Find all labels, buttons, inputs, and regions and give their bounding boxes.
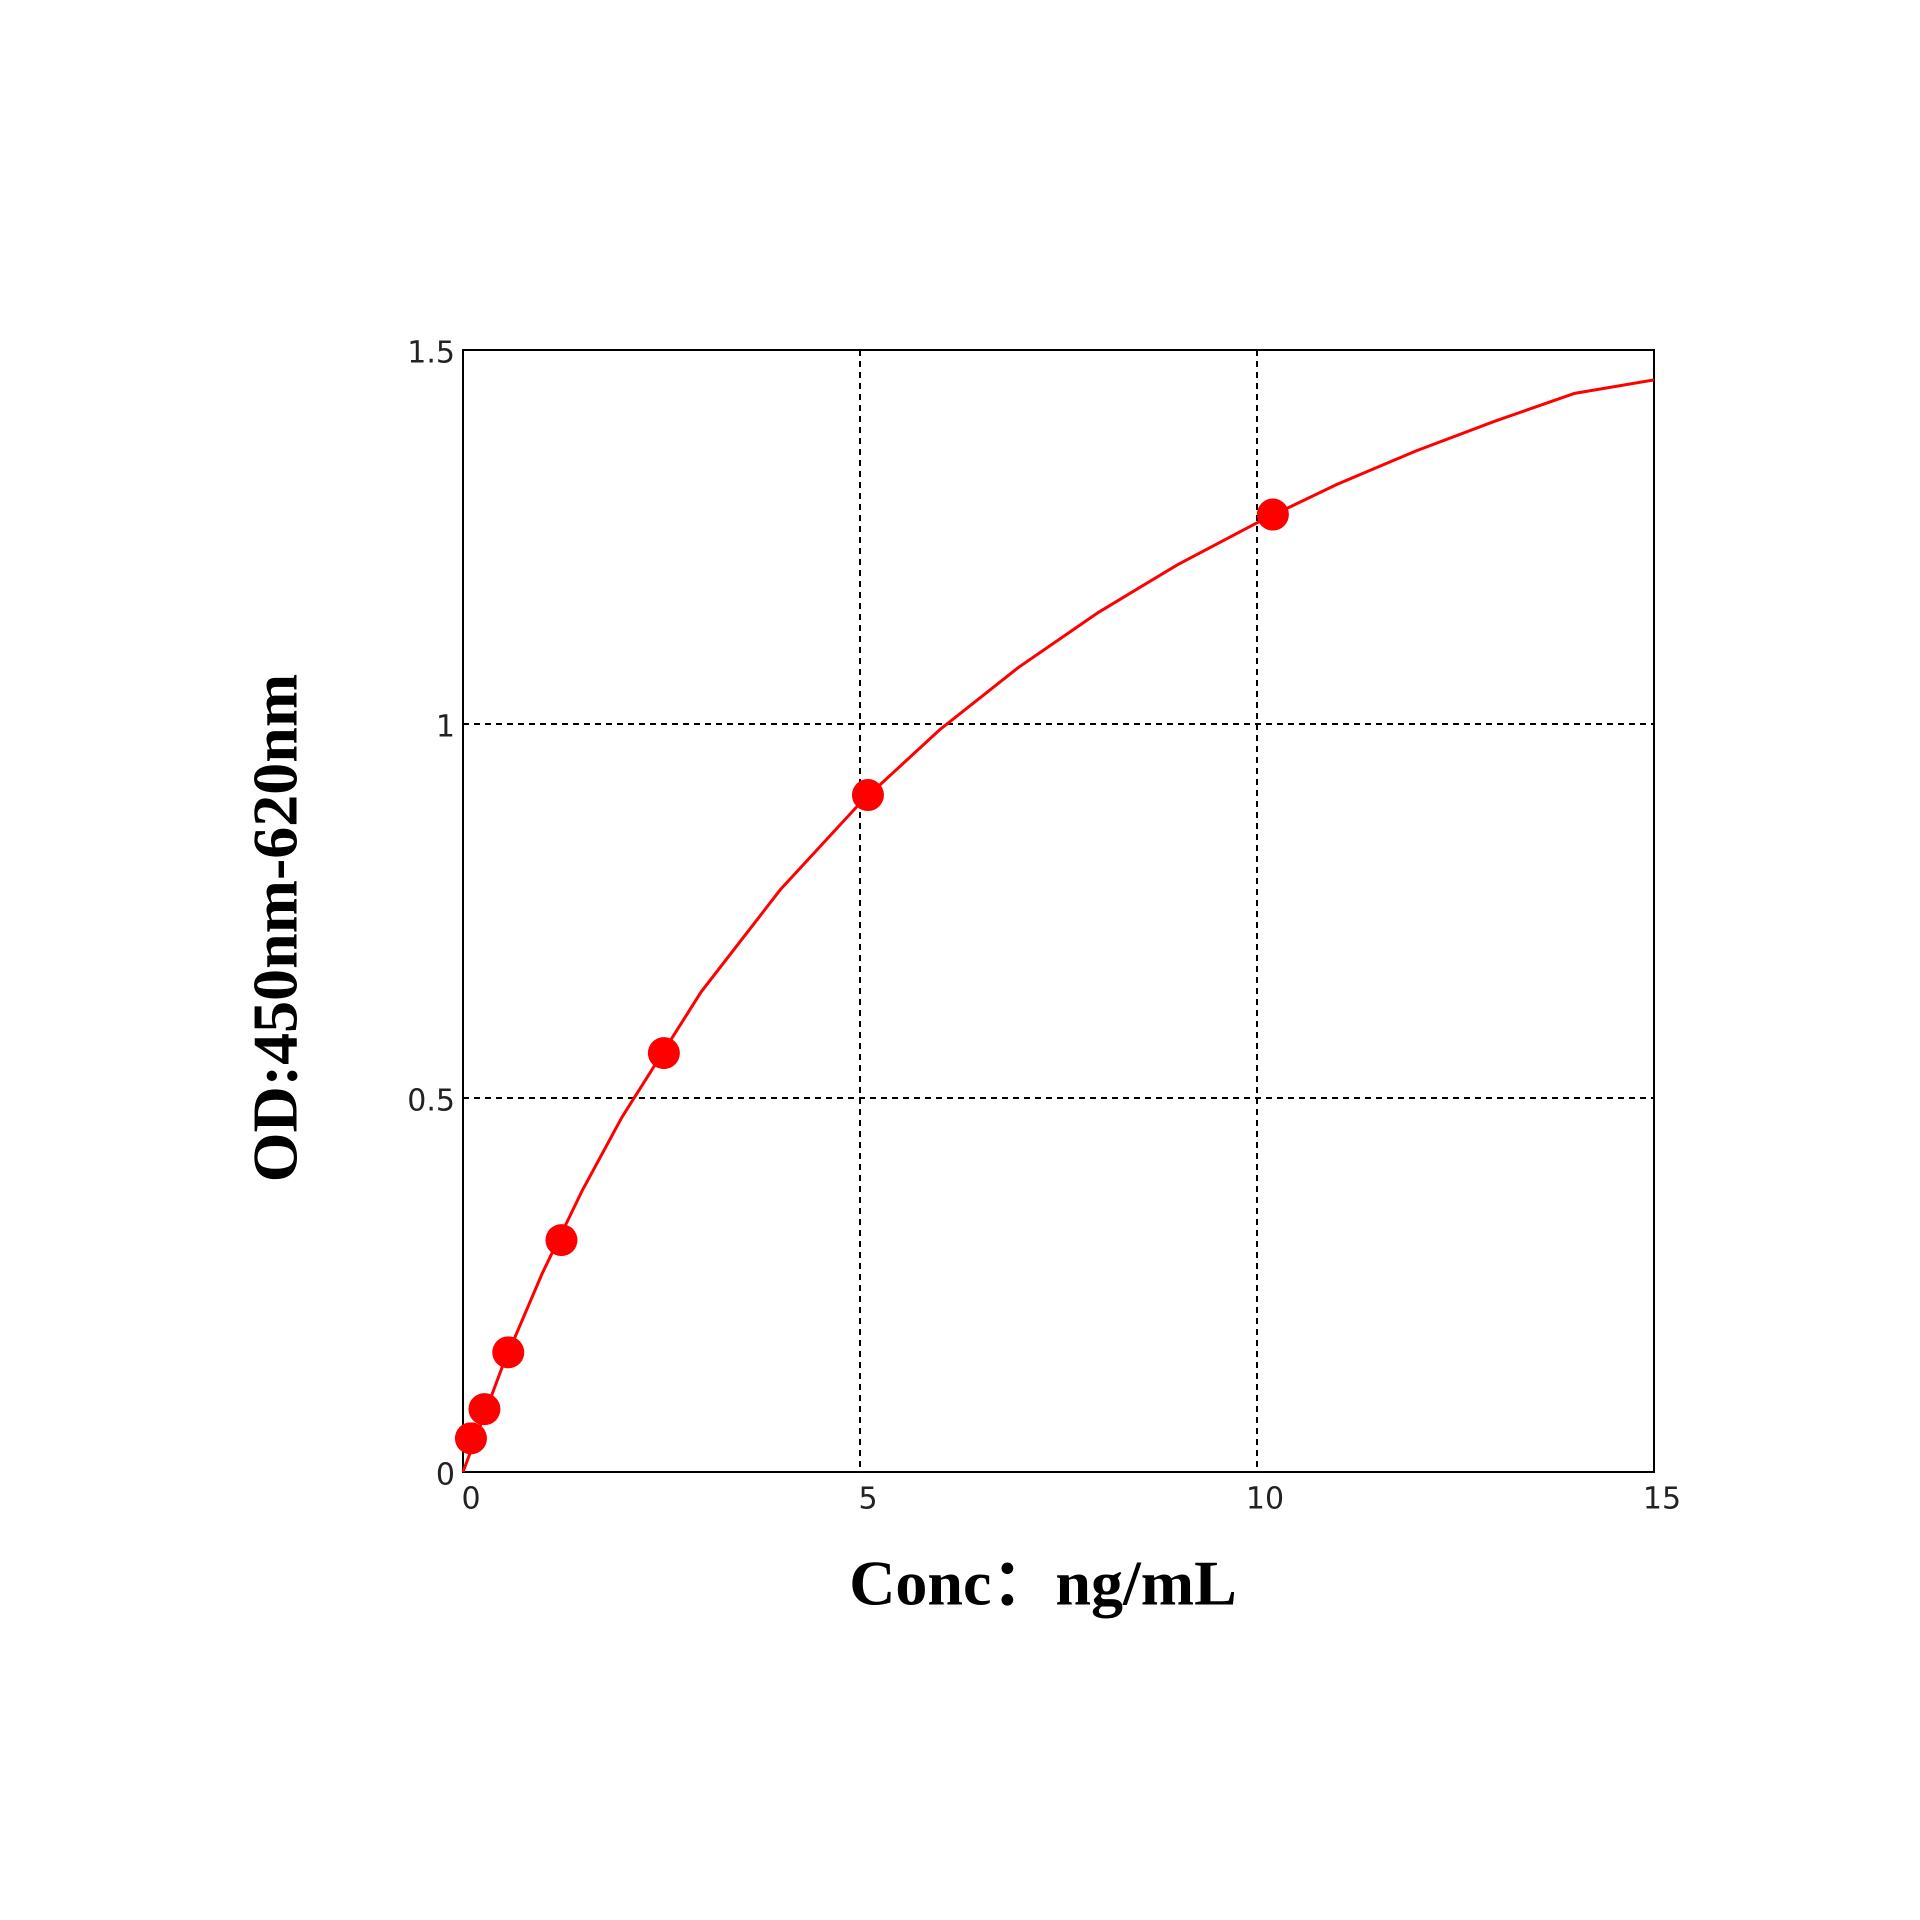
y-tick-label: 0.5 xyxy=(407,1084,455,1119)
x-tick-label: 0 xyxy=(461,1482,480,1517)
x-tick-label: 5 xyxy=(858,1482,877,1517)
x-tick-label: 15 xyxy=(1643,1482,1681,1517)
y-tick-label: 0 xyxy=(436,1458,455,1493)
fit-curve xyxy=(461,378,1655,1473)
y-tick-label: 1 xyxy=(436,710,455,745)
x-axis-title: Conc：ng/mL xyxy=(849,1548,1237,1619)
plot-frame xyxy=(462,349,1655,1473)
x-tick-label: 10 xyxy=(1246,1482,1284,1517)
data-point xyxy=(545,1224,578,1257)
data-point xyxy=(468,1393,501,1426)
data-point xyxy=(454,1422,487,1455)
y-tick-label: 1.5 xyxy=(407,336,455,371)
y-axis-title: OD:450nm-620nm xyxy=(240,674,311,1182)
data-point xyxy=(647,1037,680,1070)
data-point xyxy=(492,1336,525,1369)
data-point xyxy=(851,779,884,812)
data-point xyxy=(1256,498,1289,531)
